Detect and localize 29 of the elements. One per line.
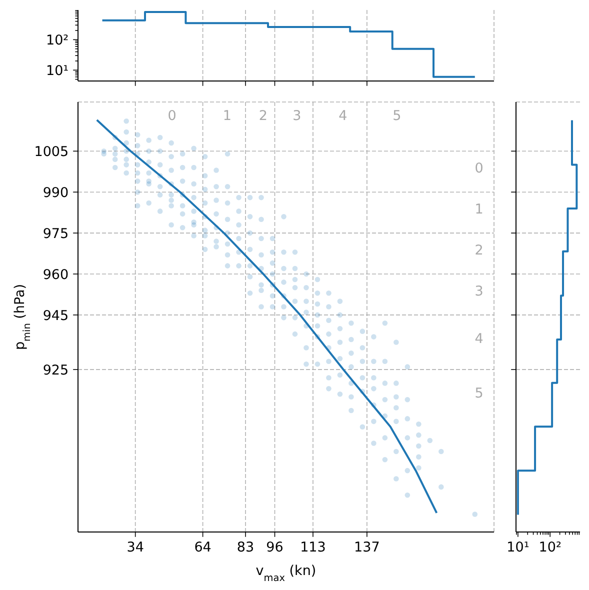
y-tick-label: 10² — [46, 32, 69, 49]
y-tick-label: 1005 — [34, 144, 69, 160]
y-tick-label: 960 — [42, 266, 69, 283]
y-tick-label: 925 — [42, 362, 69, 378]
y-tick-label: 10¹ — [46, 62, 69, 79]
annotation: 4 — [338, 108, 348, 124]
x-tick-label: 96 — [266, 540, 284, 556]
annotation: 5 — [474, 386, 484, 402]
x-tick-label: 64 — [194, 540, 212, 556]
x-tick-label: 83 — [236, 540, 254, 556]
annotation: 1 — [474, 201, 484, 218]
annotation: 0 — [474, 160, 484, 176]
annotation: 1 — [222, 108, 232, 124]
x-tick-label: 113 — [300, 540, 326, 556]
x-axis-title: v$_{max}$ (kn) — [256, 563, 316, 584]
x-tick-label: 10² — [538, 540, 562, 556]
y-tick-label: 990 — [42, 184, 69, 201]
x-tick-label: 10¹ — [506, 540, 530, 556]
annotation: 2 — [474, 242, 484, 258]
x-tick-label: 137 — [354, 540, 380, 556]
annotation: 0 — [168, 108, 176, 124]
y-tick-label: 945 — [42, 308, 69, 324]
annotation: 2 — [258, 108, 268, 124]
x-tick-label: 34 — [126, 540, 144, 556]
annotation: 3 — [474, 283, 484, 300]
annotation: 5 — [392, 108, 402, 124]
annotation: 4 — [474, 331, 484, 348]
y-tick-label: 975 — [42, 226, 69, 242]
annotation: 3 — [292, 108, 302, 124]
